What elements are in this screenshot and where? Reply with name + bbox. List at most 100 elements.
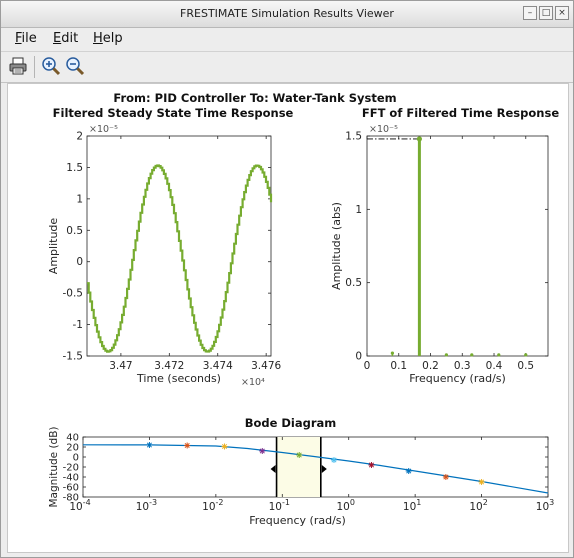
bode-marker-stroke [221,443,228,450]
window-title: FRESTIMATE Simulation Results Viewer [180,7,394,20]
bode-marker-stroke [296,452,302,458]
bode-xtick-exponent: 3 [549,498,554,507]
menu-file[interactable]: File [15,31,37,46]
bode-marker-stroke [184,442,190,449]
bode-xtick-label: 100 [336,498,354,513]
maximize-button[interactable]: □ [539,6,553,20]
menu-help[interactable]: Help [93,31,123,46]
printer-icon [9,57,27,75]
figure-svg: From: PID Controller To: Water-Tank Syst… [47,91,559,527]
fft-xtick-label: 0 [364,360,371,372]
fft-xtick-label: 0.3 [454,360,471,372]
menu-edit-mnemonic: E [53,31,62,46]
time-chart-title: Filtered Steady State Time Response [53,106,294,120]
bode-xtick-exponent: -2 [216,498,224,507]
fft-xtick-label: 0.5 [517,360,534,372]
bode-xtick-exponent: -4 [83,498,91,507]
bode-xtick-label: 103 [536,498,554,513]
print-button[interactable] [7,55,29,77]
time-response-series [87,164,273,353]
menu-help-label: elp [102,31,123,46]
fft-stem-marker [390,351,395,355]
bode-highlight-band [276,437,321,497]
time-xtick-label: 3.474 [203,360,233,372]
figure-canvas: From: PID Controller To: Water-Tank Syst… [7,83,569,553]
menu-edit-label: dit [61,31,79,46]
bode-marker-stroke [368,462,375,468]
fft-xtick-label: 0.1 [390,360,407,372]
bode-estimate-marker [405,468,412,474]
fft-stem-marker [444,353,448,357]
bode-xtick-exponent: -3 [149,498,157,507]
fft-y-axis-label: Amplitude (abs) [330,202,343,290]
zoom-out-button[interactable] [64,55,86,77]
menu-file-label: ile [21,31,37,46]
bode-ytick-label: 0 [73,453,79,464]
fft-stem-marker [524,353,528,357]
time-xtick-label: 3.47 [109,360,132,372]
bode-ytick-label: -40 [63,473,79,484]
bode-xtick-exponent: 0 [350,498,355,507]
time-ytick-label: 0.5 [66,225,83,237]
bode-estimate-marker [146,442,153,448]
fft-axes-frame [366,135,549,357]
bode-ytick-label: -20 [63,463,79,474]
bode-estimate-marker [221,443,228,450]
zoom-in-button[interactable] [40,55,62,77]
bode-magnitude-series [82,444,549,494]
bode-xtick-exponent: -1 [282,498,290,507]
fft-xtick-label: 0.4 [486,360,503,372]
bode-xtick-label: 10-3 [136,498,157,513]
bode-marker-stroke [479,479,485,485]
minimize-button[interactable]: – [523,6,537,20]
bode-estimate-marker [296,452,303,458]
bode-estimate-marker [442,474,449,480]
toolbar-separator [34,56,35,78]
time-ytick-label: 2 [76,131,83,143]
bode-xtick-label: 102 [469,498,487,513]
fft-ytick-label: 1 [355,204,362,216]
bode-chart-title: Bode Diagram [245,416,337,430]
bode-estimate-marker [259,448,266,454]
time-x-axis-label: Time (seconds) [136,372,221,385]
bode-marker-stroke [146,442,152,448]
time-axes-frame [86,135,272,357]
bode-ytick-label: -80 [63,493,79,504]
time-y-multiplier: ×10⁻⁵ [89,124,118,135]
bode-xtick-exponent: 1 [416,498,421,507]
bode-band-left-handle [270,465,276,473]
menu-file-mnemonic: F [15,31,22,46]
menu-bar: File Edit Help [1,28,573,50]
bode-estimate-marker [184,442,191,449]
fft-ytick-label: 1.5 [345,131,362,143]
fft-chart-title: FFT of Filtered Time Response [362,106,559,120]
bode-band-right-handle [321,465,327,473]
fft-ytick-label: 0.5 [345,277,362,289]
time-y-axis-label: Amplitude [47,218,60,275]
fft-ytick-label: 0 [355,351,362,363]
time-xtick-label: 3.472 [154,360,184,372]
zoom-in-icon [42,57,61,76]
time-xtick-label: 3.476 [251,360,281,372]
title-bar[interactable]: FRESTIMATE Simulation Results Viewer – □… [1,1,573,28]
fft-stem-marker [416,136,422,142]
time-ytick-label: 1 [76,193,83,205]
close-button[interactable]: × [555,6,569,20]
bode-ytick-label: 40 [66,433,79,444]
bode-marker-stroke [331,457,337,463]
menu-edit[interactable]: Edit [53,31,78,46]
bode-xtick-label: 10-2 [202,498,223,513]
time-ytick-label: -1 [73,319,83,331]
bode-xtick-exponent: 2 [483,498,488,507]
time-ytick-label: -1.5 [63,351,84,363]
bode-marker-stroke [259,448,265,454]
bode-ytick-label: -60 [63,483,79,494]
bode-marker-stroke [443,474,449,480]
fft-stem-marker [497,353,501,357]
bode-y-axis-label: Magnitude (dB) [48,426,60,507]
zoom-out-icon [66,57,85,76]
fft-xtick-label: 0.2 [422,360,439,372]
fft-y-multiplier: ×10⁻⁵ [369,124,398,135]
bode-xtick-label: 10-1 [269,498,290,513]
